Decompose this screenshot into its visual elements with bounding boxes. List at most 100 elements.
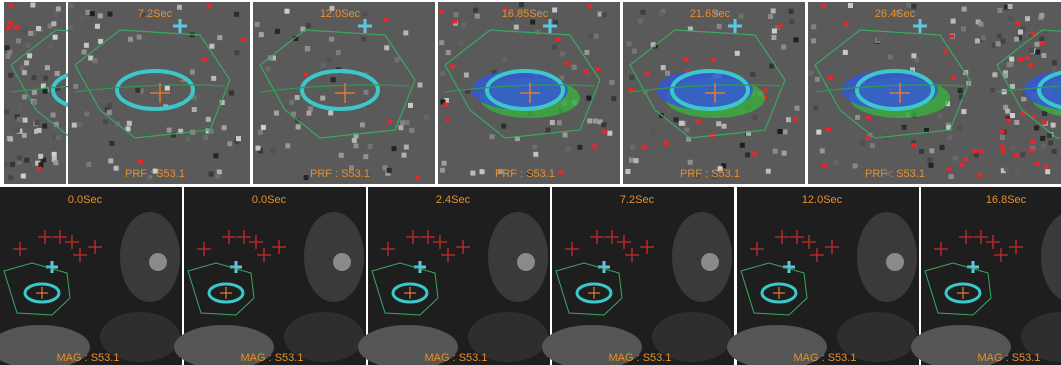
noise [440, 71, 445, 76]
heat-pixel [911, 143, 916, 147]
noise [833, 160, 838, 165]
noise [594, 34, 599, 39]
noise [951, 19, 956, 24]
heat-pixel [959, 163, 964, 167]
noise [773, 149, 778, 154]
noise [38, 154, 43, 159]
heat-pixel [645, 72, 650, 76]
noise [750, 72, 755, 77]
noise [10, 162, 15, 167]
noise [911, 53, 916, 58]
noise [361, 37, 366, 42]
heat-pixel [138, 160, 143, 164]
noise [27, 53, 32, 58]
noise [464, 73, 469, 78]
noise [586, 96, 591, 101]
noise [552, 8, 557, 13]
frame-time: 12.0Sec [320, 8, 361, 20]
heat-pixel [596, 67, 601, 71]
series-label: PRF : S53.1 [310, 168, 370, 180]
heat-pixel [9, 4, 14, 8]
heat-pixel [439, 9, 444, 13]
frame-time: 21.6Sec [690, 8, 731, 20]
noise [256, 146, 261, 151]
heat-pixel [1001, 149, 1006, 153]
noise [902, 125, 907, 130]
noise [659, 12, 664, 17]
noise [888, 55, 893, 60]
noise [35, 120, 40, 125]
noise [1052, 67, 1057, 72]
noise [43, 76, 48, 81]
noise [786, 117, 791, 122]
anatomy [304, 212, 364, 302]
noise [953, 156, 958, 161]
noise [360, 122, 365, 127]
noise [7, 50, 12, 55]
noise [339, 153, 344, 158]
noise [480, 169, 485, 174]
heat-pixel [37, 167, 42, 171]
heat-pixel [865, 136, 870, 140]
heat-pixel [866, 115, 871, 119]
heat-pixel [951, 75, 956, 79]
noise [795, 106, 800, 111]
frame-time: 2.4Sec [436, 194, 471, 206]
heat-pixel [445, 118, 450, 122]
noise [813, 106, 818, 111]
heat-pixel [1042, 120, 1047, 124]
noise [261, 125, 266, 130]
noise [1051, 123, 1056, 128]
noise [981, 35, 986, 40]
noise [947, 135, 952, 140]
noise [177, 5, 182, 10]
noise [439, 40, 444, 45]
noise [17, 156, 22, 161]
noise [1040, 136, 1045, 141]
noise [949, 174, 954, 179]
series-label: MAG : S53.1 [241, 352, 304, 364]
heat-pixel [592, 145, 597, 149]
heat-pixel [711, 58, 716, 62]
noise [306, 111, 311, 116]
noise [588, 33, 593, 38]
heat-pixel [564, 61, 569, 65]
noise [843, 50, 848, 55]
noise [753, 115, 758, 120]
frame-time: 0.0Sec [252, 194, 287, 206]
noise [1034, 125, 1039, 130]
heat-pixel [696, 120, 701, 124]
noise [1041, 53, 1046, 58]
noise [853, 163, 858, 168]
noise [336, 50, 341, 55]
heat-pixel [1040, 41, 1045, 45]
noise [36, 26, 41, 31]
noise [73, 84, 78, 89]
noise [384, 45, 389, 50]
noise [222, 125, 227, 130]
frame-time: 12.0Sec [802, 194, 843, 206]
noise [876, 37, 881, 42]
page: {"top": {"frames": [ {"time": "7.2Sec", … [0, 0, 1061, 365]
noise [93, 58, 98, 63]
noise [285, 9, 290, 14]
anatomy [120, 212, 180, 302]
noise [679, 121, 684, 126]
noise [454, 12, 459, 17]
noise [56, 135, 61, 140]
noise [211, 76, 216, 81]
noise [766, 169, 771, 174]
noise [295, 95, 300, 100]
noise [1005, 109, 1010, 114]
noise [234, 12, 239, 17]
noise [368, 144, 373, 149]
heat-pixel [452, 19, 457, 23]
noise [68, 25, 73, 30]
noise [80, 16, 85, 21]
noise [217, 35, 222, 40]
noise [22, 70, 27, 75]
noise [1009, 57, 1014, 62]
noise [992, 72, 997, 77]
noise [17, 117, 22, 122]
frame-time: 16.85Sec [502, 8, 549, 20]
